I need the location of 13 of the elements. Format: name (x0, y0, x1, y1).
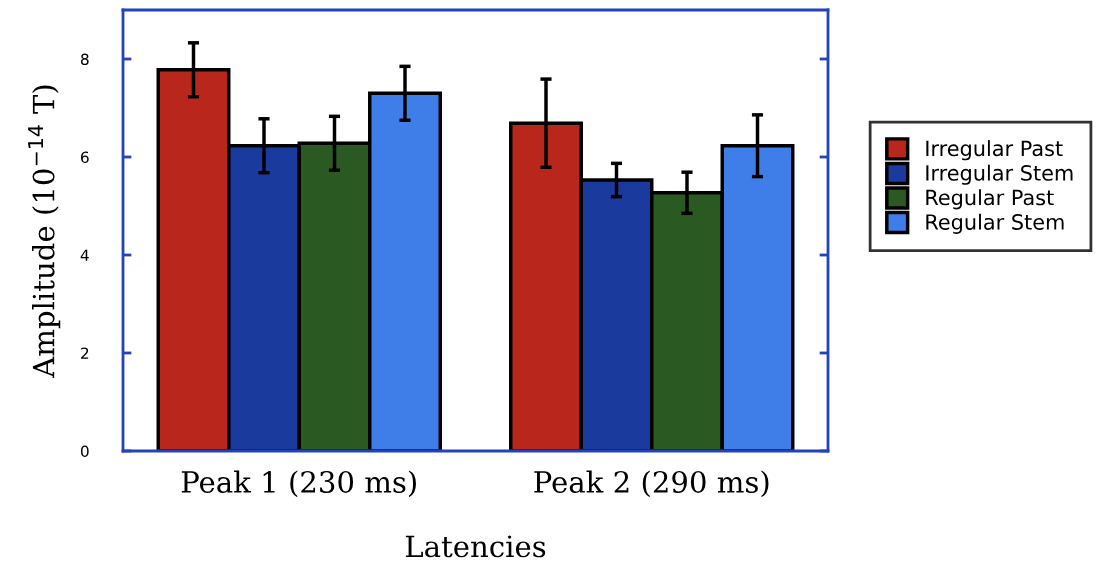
y-tick-label: 6 (81, 151, 89, 164)
legend-label: Irregular Stem (926, 164, 1073, 185)
legend-label: Regular Stem (926, 213, 1064, 234)
y-tick-label: 4 (80, 249, 89, 261)
x-tick-label: Peak 2 (290 ms) (534, 470, 769, 498)
y-tick-label: 2 (81, 347, 89, 359)
y-axis-title: Amplitude (10$^{−14}$ T) (28, 85, 61, 378)
y-tick-label: 8 (80, 53, 89, 66)
x-axis-title: Latencies (405, 535, 546, 558)
y-tick-label: 0 (80, 445, 89, 458)
legend-label: Regular Past (926, 189, 1054, 210)
x-tick-label: Peak 1 (230 ms) (181, 470, 416, 498)
legend-label: Irregular Past (926, 140, 1063, 161)
